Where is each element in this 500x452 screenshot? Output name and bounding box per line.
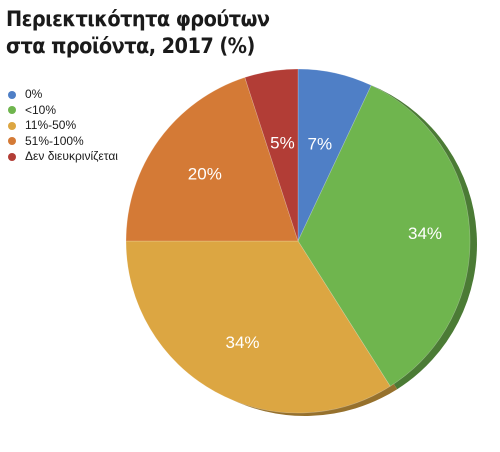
chart-title: Περιεκτικότητα φρούτων στα προϊόντα, 201… [6, 6, 282, 60]
pie-slice-3 [125, 77, 299, 242]
pie-slice-2 [125, 240, 391, 414]
legend-swatch-1 [8, 106, 16, 115]
pie-label-2: 34% [225, 333, 259, 352]
pie-slice-0 [297, 68, 372, 242]
pie-label-3: 20% [188, 164, 222, 183]
legend-label-0: 0% [25, 87, 43, 101]
legend-item-1: <10% [8, 103, 118, 119]
legend-item-3: 51%-100% [8, 134, 118, 150]
legend-swatch-3 [8, 137, 16, 146]
chart-legend: 0% <10% 11%-50% 51%-100% Δεν διευκρινίζε… [8, 87, 118, 165]
pie-label-0: 7% [308, 135, 333, 154]
chart-title-line-2: στα προϊόντα, 2017 (%) [6, 34, 255, 58]
legend-label-3: 51%-100% [25, 133, 84, 148]
legend-swatch-0 [8, 90, 16, 99]
legend-label-4: Δεν διευκρινίζεται [25, 149, 118, 163]
pie-label-4: 5% [270, 134, 295, 153]
legend-swatch-2 [8, 121, 16, 130]
legend-label-2: 11%-50% [25, 118, 77, 132]
legend-item-4: Δεν διευκρινίζεται [8, 149, 118, 165]
legend-item-0: 0% [8, 87, 118, 103]
pie-label-1: 34% [408, 224, 442, 243]
chart-title-line-1: Περιεκτικότητα φρούτων [6, 7, 270, 31]
legend-item-2: 11%-50% [8, 118, 118, 134]
legend-swatch-4 [8, 152, 16, 161]
pie-slice-4 [244, 68, 299, 242]
legend-label-1: <10% [25, 102, 57, 117]
pie-slice-1 [297, 84, 471, 387]
